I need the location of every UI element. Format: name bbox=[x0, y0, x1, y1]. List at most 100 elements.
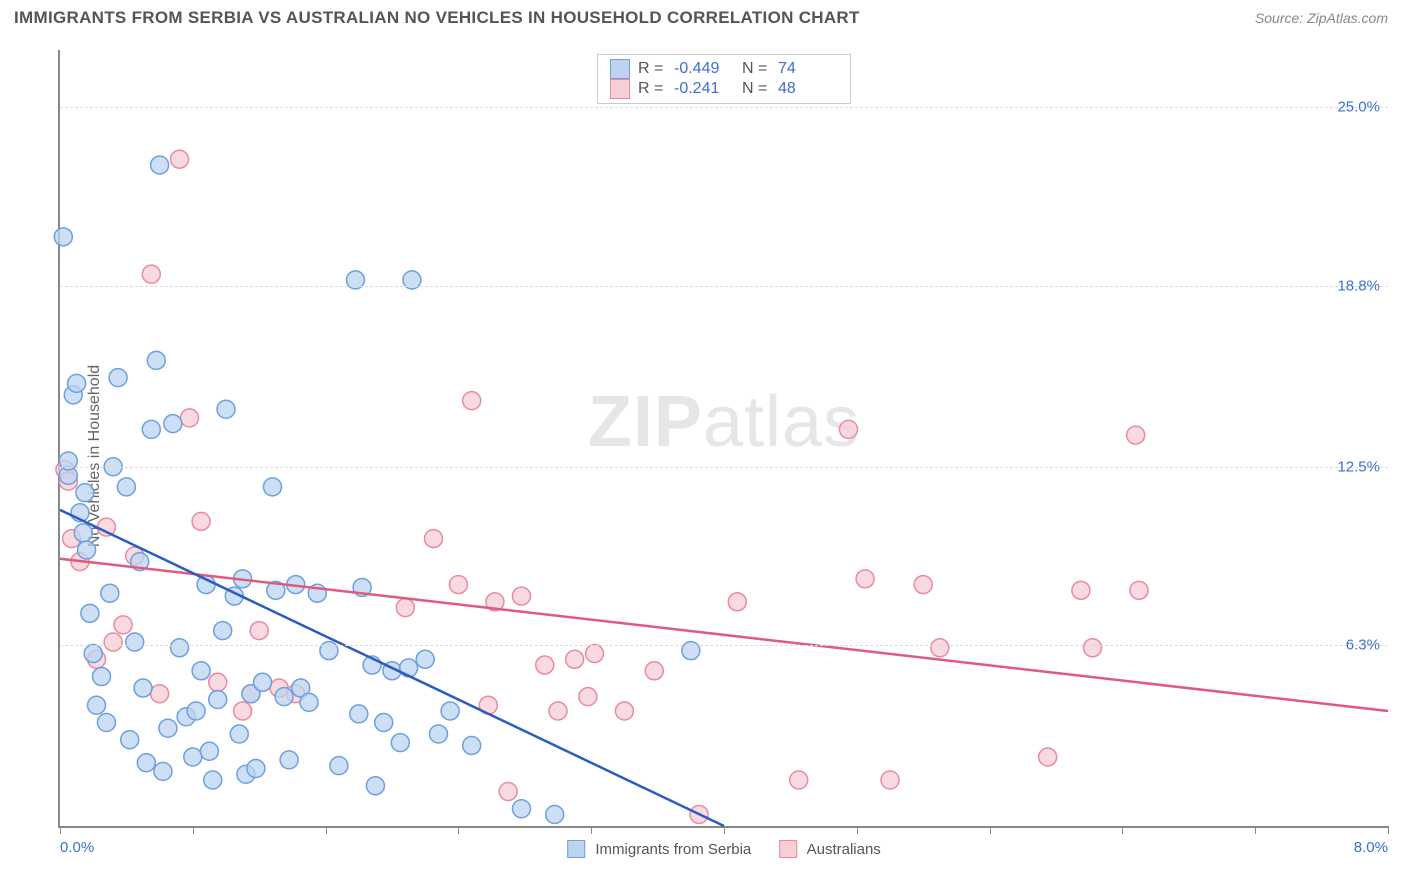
legend-r-value-aus: -0.241 bbox=[674, 80, 734, 98]
data-point-aus bbox=[209, 673, 227, 691]
legend-swatch-serbia bbox=[610, 59, 630, 79]
legend-swatch-aus bbox=[779, 840, 797, 858]
data-point-serbia bbox=[134, 679, 152, 697]
legend-item-serbia: Immigrants from Serbia bbox=[567, 840, 751, 858]
data-point-serbia bbox=[81, 604, 99, 622]
data-point-serbia bbox=[151, 156, 169, 174]
data-point-aus bbox=[449, 576, 467, 594]
x-axis-max-label: 8.0% bbox=[1354, 839, 1388, 856]
x-tick bbox=[60, 826, 61, 834]
x-tick bbox=[458, 826, 459, 834]
data-point-serbia bbox=[84, 645, 102, 663]
legend-n-value-aus: 48 bbox=[778, 80, 838, 98]
data-point-serbia bbox=[230, 725, 248, 743]
source-attribution: Source: ZipAtlas.com bbox=[1255, 10, 1388, 26]
data-point-serbia bbox=[441, 702, 459, 720]
data-point-aus bbox=[97, 518, 115, 536]
data-point-aus bbox=[881, 771, 899, 789]
x-tick bbox=[193, 826, 194, 834]
data-point-serbia bbox=[416, 650, 434, 668]
data-point-serbia bbox=[184, 748, 202, 766]
data-point-serbia bbox=[54, 228, 72, 246]
data-point-serbia bbox=[463, 737, 481, 755]
gridline bbox=[60, 467, 1388, 468]
data-point-serbia bbox=[171, 639, 189, 657]
data-point-serbia bbox=[247, 760, 265, 778]
legend-n-label: N = bbox=[742, 60, 770, 78]
x-tick bbox=[326, 826, 327, 834]
data-point-serbia bbox=[204, 771, 222, 789]
legend-label-serbia: Immigrants from Serbia bbox=[595, 841, 751, 858]
scatter-svg bbox=[60, 50, 1388, 826]
data-point-serbia bbox=[209, 691, 227, 709]
data-point-serbia bbox=[300, 693, 318, 711]
data-point-aus bbox=[536, 656, 554, 674]
data-point-serbia bbox=[512, 800, 530, 818]
data-point-aus bbox=[914, 576, 932, 594]
legend-row-serbia: R = -0.449 N = 74 bbox=[610, 59, 838, 79]
correlation-legend: R = -0.449 N = 74 R = -0.241 N = 48 bbox=[597, 54, 851, 104]
data-point-aus bbox=[425, 530, 443, 548]
data-point-aus bbox=[1039, 748, 1057, 766]
data-point-serbia bbox=[192, 662, 210, 680]
data-point-serbia bbox=[164, 415, 182, 433]
data-point-aus bbox=[180, 409, 198, 427]
data-point-serbia bbox=[159, 719, 177, 737]
data-point-aus bbox=[1084, 639, 1102, 657]
y-tick-label: 18.8% bbox=[1337, 277, 1380, 294]
y-tick-label: 25.0% bbox=[1337, 99, 1380, 116]
data-point-serbia bbox=[275, 688, 293, 706]
data-point-aus bbox=[151, 685, 169, 703]
y-tick-label: 6.3% bbox=[1346, 636, 1380, 653]
data-point-aus bbox=[499, 783, 517, 801]
data-point-aus bbox=[615, 702, 633, 720]
series-legend: Immigrants from Serbia Australians bbox=[567, 840, 881, 858]
data-point-aus bbox=[856, 570, 874, 588]
legend-n-value-serbia: 74 bbox=[778, 60, 838, 78]
data-point-serbia bbox=[74, 524, 92, 542]
data-point-serbia bbox=[154, 762, 172, 780]
data-point-aus bbox=[645, 662, 663, 680]
legend-n-label: N = bbox=[742, 80, 770, 98]
x-axis-min-label: 0.0% bbox=[60, 839, 94, 856]
data-point-serbia bbox=[366, 777, 384, 795]
x-tick bbox=[1122, 826, 1123, 834]
data-point-serbia bbox=[350, 705, 368, 723]
data-point-aus bbox=[1127, 426, 1145, 444]
data-point-aus bbox=[512, 587, 530, 605]
data-point-serbia bbox=[217, 400, 235, 418]
data-point-serbia bbox=[109, 369, 127, 387]
x-tick bbox=[857, 826, 858, 834]
data-point-aus bbox=[728, 593, 746, 611]
chart-container: No Vehicles in Household ZIPatlas R = -0… bbox=[14, 40, 1392, 872]
data-point-serbia bbox=[78, 541, 96, 559]
page-title: IMMIGRANTS FROM SERBIA VS AUSTRALIAN NO … bbox=[14, 8, 860, 28]
data-point-serbia bbox=[101, 584, 119, 602]
x-tick bbox=[990, 826, 991, 834]
plot-area: ZIPatlas R = -0.449 N = 74 R = -0.241 N … bbox=[58, 50, 1388, 828]
data-point-serbia bbox=[375, 714, 393, 732]
data-point-aus bbox=[463, 392, 481, 410]
x-tick bbox=[1255, 826, 1256, 834]
gridline bbox=[60, 286, 1388, 287]
data-point-serbia bbox=[97, 714, 115, 732]
data-point-serbia bbox=[254, 673, 272, 691]
data-point-serbia bbox=[68, 374, 86, 392]
data-point-aus bbox=[142, 265, 160, 283]
data-point-aus bbox=[396, 599, 414, 617]
legend-swatch-serbia bbox=[567, 840, 585, 858]
data-point-serbia bbox=[121, 731, 139, 749]
data-point-serbia bbox=[200, 742, 218, 760]
data-point-serbia bbox=[126, 633, 144, 651]
legend-r-label: R = bbox=[638, 60, 666, 78]
legend-item-aus: Australians bbox=[779, 840, 881, 858]
data-point-aus bbox=[192, 512, 210, 530]
data-point-serbia bbox=[93, 668, 111, 686]
data-point-serbia bbox=[214, 622, 232, 640]
data-point-serbia bbox=[137, 754, 155, 772]
data-point-serbia bbox=[117, 478, 135, 496]
data-point-serbia bbox=[88, 696, 106, 714]
data-point-aus bbox=[931, 639, 949, 657]
legend-swatch-aus bbox=[610, 79, 630, 99]
data-point-serbia bbox=[391, 734, 409, 752]
